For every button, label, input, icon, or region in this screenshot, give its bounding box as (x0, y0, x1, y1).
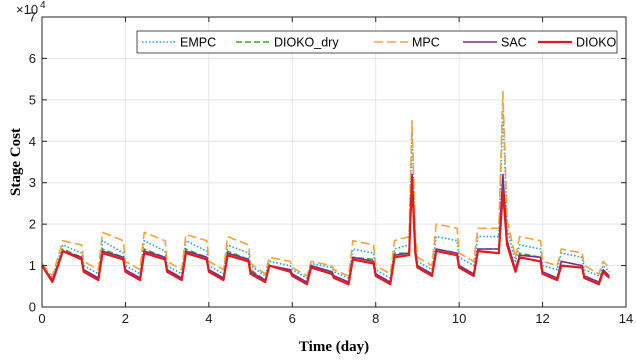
series-line-dioko (41, 177, 611, 286)
x-axis-title: Time (day) (299, 339, 369, 355)
y-axis-title: Stage Cost (8, 128, 24, 196)
plot-frame (41, 16, 627, 308)
y-exponent-power: 4 (40, 0, 46, 11)
y-tick-label: 4 (29, 134, 36, 149)
y-tick-label: 3 (29, 175, 36, 190)
x-tick-label: 14 (619, 311, 633, 326)
legend-label: MPC (412, 36, 440, 50)
legend-label: DIOKO_dry (274, 36, 339, 50)
y-tick-label: 7 (29, 10, 36, 25)
legend: EMPC DIOKO_dry MPC SAC DIOKO (136, 30, 618, 54)
x-tick-label: 6 (289, 311, 296, 326)
y-exponent-base: ×10 (16, 2, 38, 17)
axis-ticks (41, 16, 627, 308)
y-tick-label: 6 (29, 51, 36, 66)
y-tick-label: 1 (29, 258, 36, 273)
series-line-mpc (41, 90, 610, 277)
x-tick-label: 4 (205, 311, 212, 326)
legend-label: DIOKO (576, 36, 617, 50)
y-tick-label: 0 (29, 300, 36, 315)
x-tick-label: 12 (535, 311, 549, 326)
x-tick-label: 2 (122, 311, 129, 326)
x-tick-label: 8 (372, 311, 379, 326)
legend-label: EMPC (180, 36, 216, 50)
legend-label: SAC (501, 36, 527, 50)
y-tick-label: 2 (29, 217, 36, 232)
x-tick-label: 0 (38, 311, 45, 326)
x-tick-label: 10 (452, 311, 466, 326)
y-tick-label: 5 (29, 92, 36, 107)
series-layer (41, 90, 611, 286)
